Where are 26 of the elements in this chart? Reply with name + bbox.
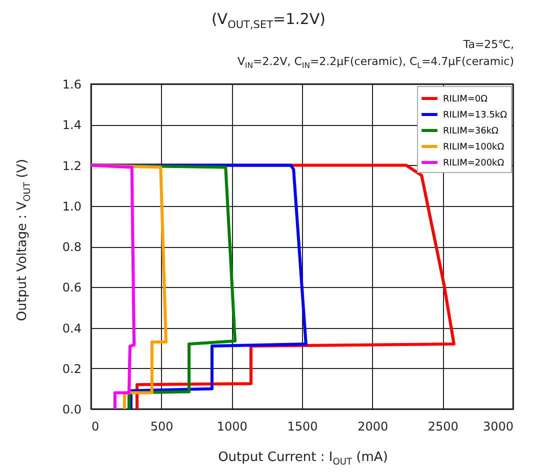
y-tick-label: 1.6 bbox=[62, 78, 82, 92]
x-tick-label: 1000 bbox=[216, 420, 248, 434]
y-tick-label: 1.4 bbox=[62, 118, 82, 132]
y-tick-label: 0.4 bbox=[62, 321, 82, 336]
y-tick-label: 0.2 bbox=[62, 362, 82, 376]
x-tick-label: 2000 bbox=[358, 420, 388, 434]
line-series bbox=[90, 164, 136, 410]
x-axis-title: Output Current : I$_{OUT}$ (mA) bbox=[217, 450, 389, 468]
y-tick-label: 1.2 bbox=[62, 158, 82, 173]
x-tick-label: 2500 bbox=[428, 420, 458, 434]
legend-label: RILIM=36kΩ bbox=[443, 126, 499, 136]
x-tick-label: 500 bbox=[150, 420, 174, 434]
legend-label: RILIM=200kΩ bbox=[443, 158, 504, 168]
legend-label: RILIM=100kΩ bbox=[443, 142, 504, 152]
x-tick-label: 3000 bbox=[482, 420, 514, 434]
y-tick-label: 1.0 bbox=[62, 199, 82, 214]
legend-label: RILIM=13.5kΩ bbox=[443, 110, 508, 120]
y-tick-label: 0.8 bbox=[62, 240, 82, 254]
text: Ta=25℃, bbox=[463, 38, 514, 51]
legend-label: RILIM=0Ω bbox=[443, 94, 488, 104]
text: V$_{IN}$=2.2V, C$_{IN}$=2.2μF(ceramic), C$_{L}$=4.7μF(ceramic) bbox=[237, 55, 514, 70]
x-tick-label: 0 bbox=[92, 420, 100, 434]
chart-title: (V$_{OUT,SET}$=1.2V) bbox=[210, 10, 327, 31]
y-tick-label: 0.0 bbox=[62, 402, 82, 416]
y-tick-label: 0.6 bbox=[62, 280, 82, 295]
x-tick-label: 1500 bbox=[287, 420, 318, 434]
